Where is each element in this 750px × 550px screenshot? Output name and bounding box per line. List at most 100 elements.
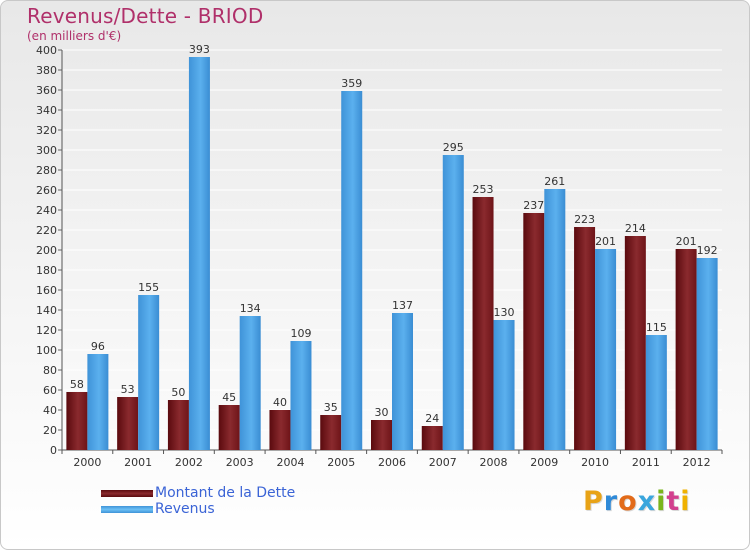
brand-logo: Proxiti — [583, 486, 691, 517]
x-tick-label: 2009 — [530, 456, 558, 469]
bar-dette[interactable] — [218, 405, 240, 450]
y-tick-label: 380 — [36, 64, 57, 77]
bar-dette[interactable] — [371, 420, 392, 450]
y-tick-label: 40 — [43, 404, 57, 417]
bar-dette[interactable] — [675, 249, 697, 450]
chart-subtitle: (en milliers d'€) — [27, 29, 122, 43]
data-label: 35 — [324, 401, 338, 414]
bar-dette[interactable] — [167, 400, 189, 450]
brand-letter: r — [603, 486, 619, 517]
y-tick-label: 20 — [43, 424, 57, 437]
x-tick-label: 2000 — [73, 456, 101, 469]
bar-revenus[interactable] — [341, 91, 363, 450]
data-label: 261 — [544, 175, 565, 188]
data-label: 137 — [392, 299, 413, 312]
x-tick-label: 2007 — [429, 456, 457, 469]
bar-revenus[interactable] — [595, 249, 617, 450]
bar-revenus[interactable] — [696, 258, 718, 450]
data-label: 58 — [70, 378, 84, 391]
legend-label-dette: Montant de la Dette — [155, 485, 296, 501]
data-label: 130 — [494, 306, 515, 319]
x-tick-label: 2003 — [226, 456, 254, 469]
data-label: 134 — [240, 302, 261, 315]
x-tick-label: 2010 — [581, 456, 609, 469]
y-tick-label: 320 — [36, 124, 57, 137]
bar-revenus[interactable] — [493, 320, 515, 450]
data-label: 53 — [121, 383, 135, 396]
data-label: 253 — [473, 183, 494, 196]
data-label: 40 — [273, 396, 287, 409]
bar-dette[interactable] — [574, 227, 596, 450]
data-label: 201 — [676, 235, 697, 248]
chart-title: Revenus/Dette - BRIOD — [27, 4, 264, 28]
data-label: 115 — [646, 321, 667, 334]
bar-revenus[interactable] — [290, 341, 312, 450]
data-label: 155 — [138, 281, 159, 294]
bar-dette[interactable] — [66, 392, 88, 450]
bar-revenus[interactable] — [645, 335, 667, 450]
y-tick-label: 240 — [36, 204, 57, 217]
y-tick-label: 280 — [36, 164, 57, 177]
y-axis: 0 20 40 60 80 100 120 140 160 180 200 220 240 260 280 3… — [36, 44, 63, 457]
data-label: 192 — [697, 244, 718, 257]
bar-dette[interactable] — [117, 397, 139, 450]
bar-revenus[interactable] — [392, 313, 413, 450]
brand-letter: i — [656, 486, 667, 517]
data-label: 237 — [523, 199, 544, 212]
bar-dette[interactable] — [472, 197, 494, 450]
y-tick-label: 220 — [36, 224, 57, 237]
bar-dette[interactable] — [421, 426, 443, 450]
data-label: 214 — [625, 222, 646, 235]
bar-revenus[interactable] — [138, 295, 160, 450]
y-tick-label: 60 — [43, 384, 57, 397]
x-axis: 2000 2001 2002 2003 2004 2005 2006 2007 2008 2009… — [61, 449, 723, 469]
bar-revenus[interactable] — [442, 155, 464, 450]
data-label: 45 — [222, 391, 236, 404]
brand-letter: P — [583, 486, 604, 517]
bars — [66, 57, 718, 450]
y-tick-label: 260 — [36, 184, 57, 197]
bar-dette[interactable] — [269, 410, 291, 450]
x-tick-label: 2001 — [124, 456, 152, 469]
y-tick-label: 160 — [36, 284, 57, 297]
brand-letter: x — [637, 486, 657, 517]
bar-revenus[interactable] — [544, 189, 566, 450]
data-label: 50 — [171, 386, 185, 399]
x-tick-label: 2008 — [480, 456, 508, 469]
data-label: 359 — [341, 77, 362, 90]
data-label: 223 — [574, 213, 595, 226]
x-tick-label: 2006 — [378, 456, 406, 469]
x-tick-label: 2004 — [276, 456, 304, 469]
bar-dette[interactable] — [320, 415, 342, 450]
data-label: 201 — [595, 235, 616, 248]
y-tick-label: 400 — [36, 44, 57, 57]
x-tick-label: 2012 — [683, 456, 711, 469]
bar-dette[interactable] — [523, 213, 545, 450]
data-label: 96 — [91, 340, 105, 353]
y-tick-label: 80 — [43, 364, 57, 377]
data-label: 24 — [425, 412, 439, 425]
brand-letter: i — [680, 486, 691, 517]
bar-revenus[interactable] — [87, 354, 109, 450]
bar-revenus[interactable] — [239, 316, 261, 450]
data-label: 109 — [290, 327, 311, 340]
brand-letter: t — [666, 486, 681, 517]
x-tick-label: 2002 — [175, 456, 203, 469]
data-labels: 58 96 53 155 50 393 45 134 40 109 35 359 30 137 24 295 2… — [70, 43, 718, 425]
y-tick-label: 100 — [36, 344, 57, 357]
bar-dette[interactable] — [624, 236, 646, 450]
legend-swatch-revenus — [101, 506, 153, 513]
data-label: 295 — [443, 141, 464, 154]
bar-revenus[interactable] — [188, 57, 210, 450]
x-tick-label: 2005 — [327, 456, 355, 469]
y-tick-label: 120 — [36, 324, 57, 337]
y-tick-label: 360 — [36, 84, 57, 97]
y-tick-label: 300 — [36, 144, 57, 157]
legend-label-revenus: Revenus — [155, 501, 215, 517]
brand-letter: o — [618, 486, 638, 517]
y-tick-label: 0 — [50, 444, 57, 457]
y-tick-label: 140 — [36, 304, 57, 317]
legend-swatch-dette — [101, 490, 153, 497]
x-tick-label: 2011 — [632, 456, 660, 469]
